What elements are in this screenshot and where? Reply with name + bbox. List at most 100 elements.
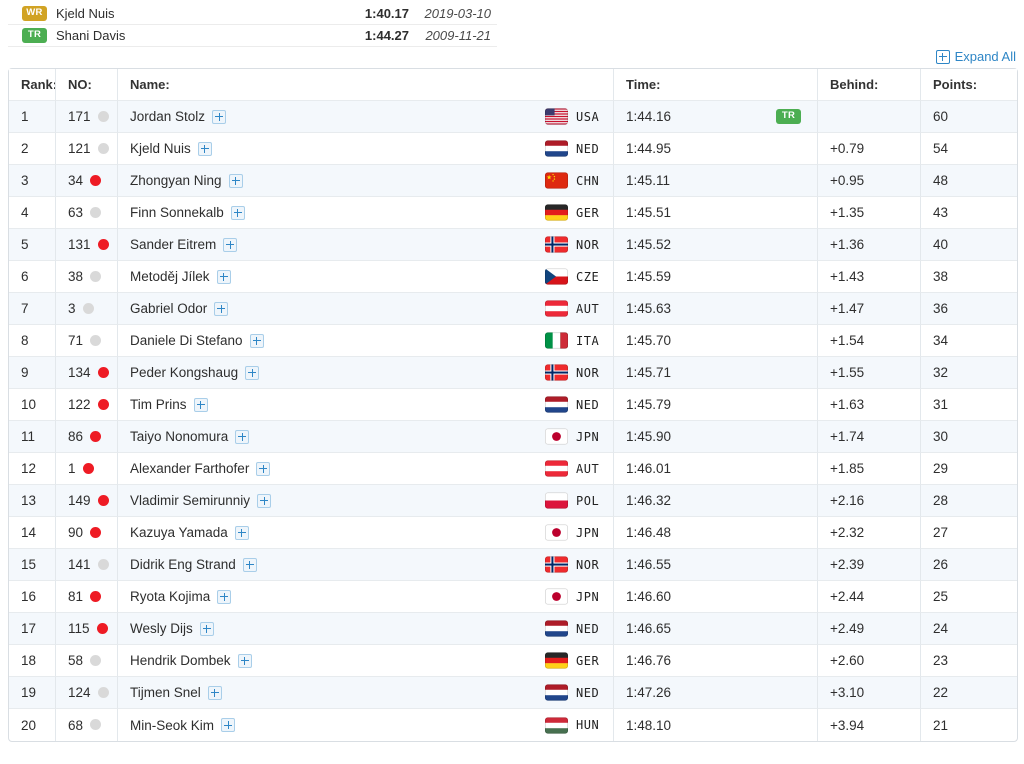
rank-cell: 11 [9,421,56,453]
flag-icon-jpn [545,428,568,445]
behind-cell: +2.49 [818,613,921,645]
table-row: 16 81 Ryota Kojima JPN 1:46.60 +2.44 25 [9,581,1017,613]
expand-row-icon[interactable] [212,109,227,124]
table-row: 1 171 Jordan Stolz USA 1:44.16 TR 60 [9,101,1017,133]
expand-row-icon[interactable] [257,493,272,508]
bib-number: 141 [68,557,91,572]
record-row: WR Kjeld Nuis 1:40.17 2019-03-10 [8,3,497,25]
skater-name: Gabriel Odor [130,301,208,316]
record-row: TR Shani Davis 1:44.27 2009-11-21 [8,25,497,47]
flag-icon-cze [545,268,568,285]
expand-all-link[interactable]: Expand All [935,49,1016,64]
time-value: 1:45.90 [626,429,672,444]
flag-icon-ita [545,332,568,349]
table-row: 4 63 Finn Sonnekalb GER 1:45.51 +1.35 43 [9,197,1017,229]
bib-number: 134 [68,365,91,380]
table-row: 11 86 Taiyo Nonomura JPN 1:45.90 +1.74 30 [9,421,1017,453]
table-row: 13 149 Vladimir Semirunniy POL 1:46.32 +2.16 2… [9,485,1017,517]
skater-name: Alexander Farthofer [130,461,250,476]
country-code: NOR [576,237,600,252]
expand-row-icon[interactable] [199,621,214,636]
bib-cell: 121 [56,133,118,165]
header-rank: Rank: [9,69,56,101]
bib-cell: 134 [56,357,118,389]
time-value: 1:46.48 [626,525,672,540]
bib-number: 1 [68,461,76,476]
name-cell: Finn Sonnekalb GER [118,197,614,229]
table-row: 8 71 Daniele Di Stefano ITA 1:45.70 +1.54 34 [9,325,1017,357]
points-cell: 40 [921,229,1017,261]
points-cell: 30 [921,421,1017,453]
skater-name: Tim Prins [130,397,187,412]
expand-row-icon[interactable] [197,141,212,156]
expand-row-icon[interactable] [221,718,236,732]
flag-icon-pol [545,492,568,509]
expand-row-icon[interactable] [237,653,252,668]
time-cell: 1:44.95 [614,133,818,165]
records-panel: WR Kjeld Nuis 1:40.17 2019-03-10 TR Shani Dav… [8,3,497,47]
skater-name: Hendrik Dombek [130,653,231,668]
time-cell: 1:45.51 [614,197,818,229]
name-cell: Didrik Eng Strand NOR [118,549,614,581]
points-cell: 29 [921,453,1017,485]
gray-status-dot [97,686,109,698]
expand-row-icon[interactable] [230,205,245,220]
bib-cell: 171 [56,101,118,133]
behind-cell: +3.94 [818,709,921,741]
time-value: 1:45.79 [626,397,672,412]
behind-cell: +1.55 [818,357,921,389]
bib-number: 38 [68,269,84,284]
country-code: NOR [576,557,600,572]
table-row: 5 131 Sander Eitrem NOR 1:45.52 +1.36 40 [9,229,1017,261]
skater-name: Didrik Eng Strand [130,557,236,572]
time-cell: 1:45.59 [614,261,818,293]
expand-row-icon[interactable] [235,429,250,444]
country-code: NED [576,141,600,156]
expand-row-icon[interactable] [242,557,257,572]
bib-cell: 68 [56,709,118,741]
bib-number: 121 [68,141,91,156]
header-time: Time: [614,69,818,101]
points-cell: 21 [933,717,949,733]
skater-name: Daniele Di Stefano [130,333,243,348]
skater-name: Sander Eitrem [130,237,217,252]
expand-row-icon[interactable] [216,269,231,284]
bib-cell: 1 [56,453,118,485]
red-status-dot [97,366,109,378]
bib-cell: 34 [56,165,118,197]
time-value: 1:44.95 [626,141,672,156]
skater-name: Ryota Kojima [130,589,211,604]
behind-cell: +1.47 [818,293,921,325]
expand-row-icon[interactable] [228,173,243,188]
bib-number: 68 [68,717,84,733]
table-row: 14 90 Kazuya Yamada JPN 1:46.48 +2.32 27 [9,517,1017,549]
expand-row-icon[interactable] [214,301,229,316]
bib-number: 34 [68,173,84,188]
points-cell: 32 [921,357,1017,389]
expand-row-icon[interactable] [223,237,238,252]
behind-cell: +2.44 [818,581,921,613]
name-cell: Kazuya Yamada JPN [118,517,614,549]
time-value: 1:45.71 [626,365,672,380]
country-code: GER [576,205,600,220]
expand-row-icon[interactable] [245,365,260,380]
expand-row-icon[interactable] [234,525,249,540]
time-cell: 1:45.79 [614,389,818,421]
expand-row-icon[interactable] [193,397,208,412]
bib-cell: 124 [56,677,118,709]
country-code: JPN [576,429,600,444]
expand-row-icon[interactable] [217,589,232,604]
gray-status-dot [97,142,109,154]
flag-icon-ned [545,620,568,637]
expand-row-icon[interactable] [256,461,271,476]
expand-row-icon[interactable] [249,333,264,348]
behind-cell: +1.74 [818,421,921,453]
record-time: 1:44.27 [364,28,409,43]
expand-row-icon[interactable] [207,685,222,700]
track-record-badge: TR [776,109,801,124]
behind-cell: +1.54 [818,325,921,357]
skater-name: Vladimir Semirunniy [130,493,251,508]
time-value: 1:46.60 [626,589,672,604]
time-cell: 1:45.52 [614,229,818,261]
